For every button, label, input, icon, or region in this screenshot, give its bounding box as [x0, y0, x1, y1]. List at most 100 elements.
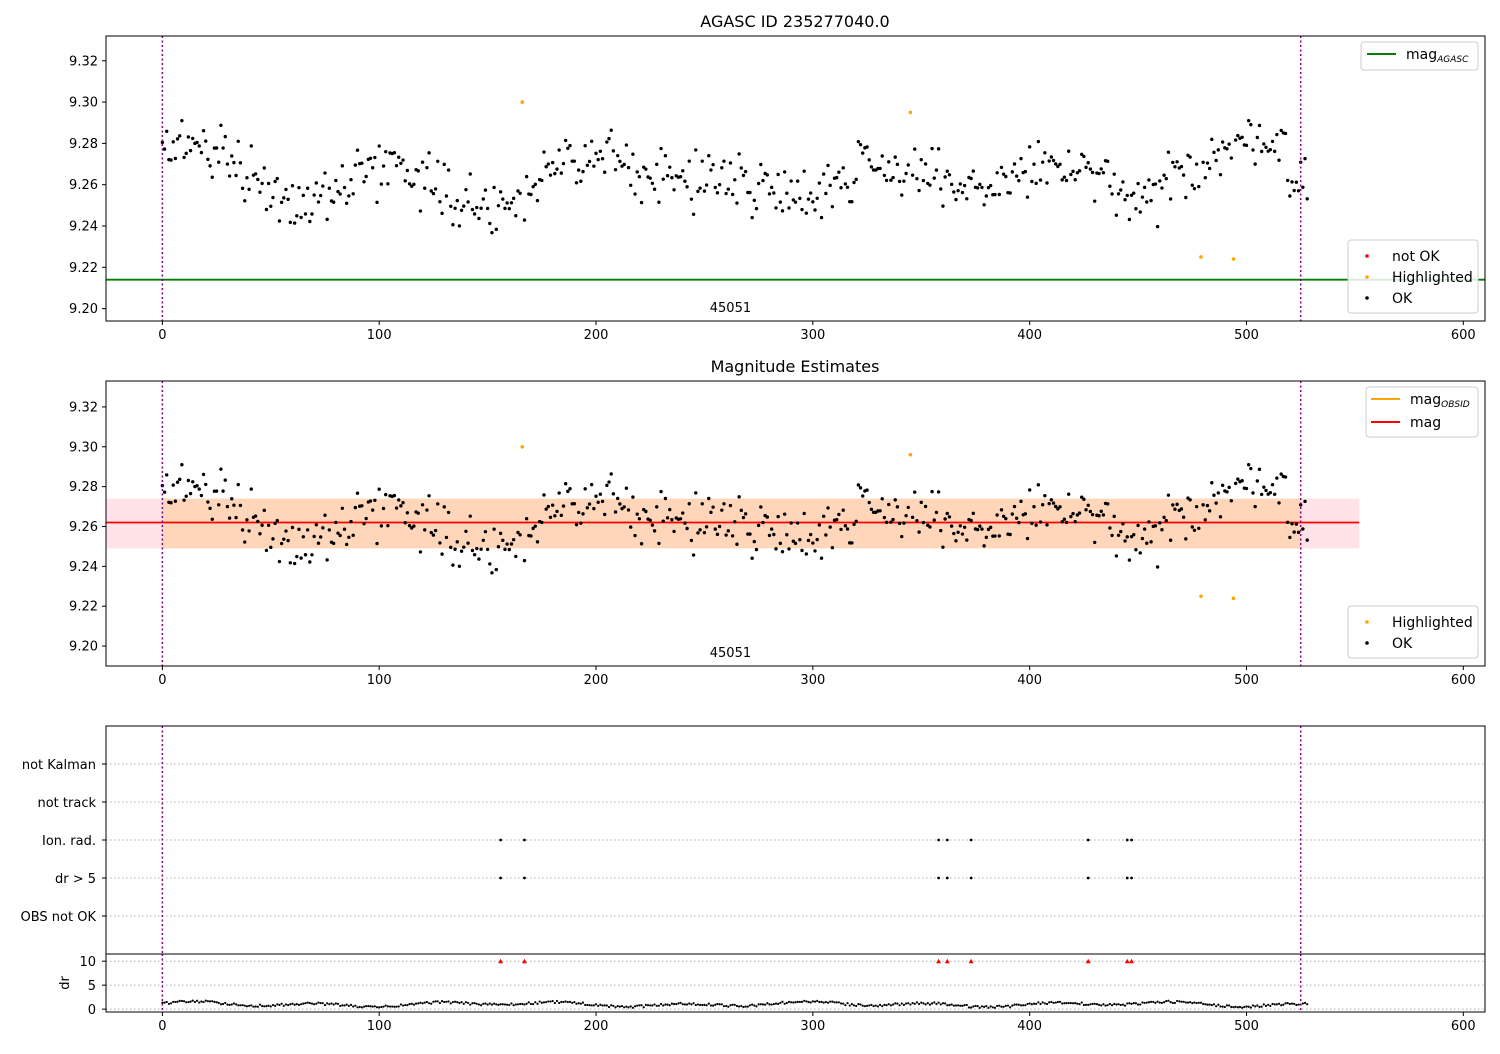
dr-point: [803, 999, 806, 1002]
panel1-ok-point: [221, 146, 225, 150]
dr-point: [1022, 1004, 1025, 1007]
dr-point: [1078, 1003, 1081, 1006]
panel1-ok-point: [837, 170, 841, 174]
panel1-ok-point: [661, 177, 665, 181]
panel2-xtick-label: 0: [158, 673, 166, 688]
panel2-legend-mean-label: mag: [1410, 415, 1441, 431]
panel2-ok-point: [932, 518, 936, 522]
dr-point: [607, 1005, 611, 1009]
panel1-ok-point: [557, 148, 561, 152]
dr-point: [471, 1002, 474, 1005]
panel2-ok-point: [722, 502, 726, 506]
panel1-ok-point: [559, 171, 564, 175]
dr-point: [421, 1002, 424, 1005]
panel1-ok-point: [787, 206, 791, 210]
panel1-ok-point: [1229, 156, 1234, 160]
panel1-ok-point: [470, 207, 475, 212]
dr-point: [193, 1000, 196, 1004]
dr-point: [865, 1004, 869, 1007]
panel2-ok-point: [282, 537, 286, 541]
panel1-ok-point: [498, 190, 503, 194]
panel1-ok-point: [563, 138, 568, 143]
panel2-ok-point: [934, 510, 939, 515]
panel2-ok-point: [173, 499, 178, 503]
dr-point: [998, 1004, 1001, 1007]
dr-point: [1275, 1003, 1278, 1006]
panel2-ok-point: [1056, 507, 1060, 511]
panel1-ok-point: [711, 162, 715, 167]
panel2-ok-point: [342, 527, 347, 531]
panel2-ok-point: [1049, 498, 1054, 502]
panel2-ok-point: [529, 534, 533, 538]
panel1-ok-point: [423, 186, 427, 190]
dr-point: [228, 1003, 231, 1006]
dr-xtick-label: 400: [1017, 1019, 1042, 1034]
panel2-ok-point: [217, 503, 221, 507]
panel1-ok-point: [1292, 188, 1296, 193]
panel2-ok-point: [429, 530, 433, 535]
dr-point: [1277, 1002, 1281, 1005]
panel2-ok-point: [234, 515, 238, 520]
panel1-ok-point: [1181, 173, 1186, 177]
panel1-ok-point: [574, 181, 579, 185]
dr-point: [957, 1004, 960, 1007]
dr-point: [274, 1004, 277, 1007]
panel1-ok-point: [921, 178, 926, 183]
panel1-ok-point: [637, 175, 642, 179]
dr-point: [297, 1003, 301, 1006]
panel1-ok-point: [1173, 165, 1177, 169]
panel1-ok-point: [394, 163, 399, 168]
dr-point: [326, 1002, 329, 1005]
panel2-ok-point: [815, 537, 819, 542]
dr-point: [902, 1003, 906, 1006]
panel2-ok-point: [472, 553, 477, 557]
panel2-ok-point: [913, 490, 917, 494]
panel1-ok-point: [930, 146, 934, 151]
panel1-ok-point: [256, 177, 260, 182]
dr-point: [284, 1003, 288, 1006]
panel2-ok-point: [665, 516, 670, 520]
panel2-ok-point: [756, 523, 761, 528]
panel2-ok-point: [438, 541, 442, 545]
dr-point: [349, 1003, 353, 1006]
panel2-ok-point: [344, 542, 349, 547]
dr-point: [276, 1003, 279, 1006]
dr-point: [800, 1000, 804, 1003]
dr-point: [482, 1002, 485, 1005]
panel2-ok-point: [1017, 520, 1021, 525]
dr-point: [317, 1001, 320, 1004]
panel2-ok-point: [592, 506, 596, 511]
dr-point: [1134, 1002, 1138, 1005]
panel1-ok-point: [834, 175, 839, 180]
dr-point: [703, 1003, 706, 1006]
dr-point: [1039, 1002, 1042, 1006]
panel1-ok-point: [219, 123, 223, 127]
dr-point: [720, 1003, 723, 1006]
panel1-ok-point: [1069, 172, 1073, 177]
dr-point: [1058, 1000, 1062, 1003]
dr-point: [690, 1003, 693, 1006]
dr-point: [718, 1003, 721, 1006]
panel2-ok-point: [201, 472, 206, 477]
panel1-ok-point: [1160, 186, 1164, 190]
panel2-mean-band: [106, 498, 1360, 549]
panel1-ok-point: [197, 144, 201, 148]
panel1-ok-point: [1264, 145, 1268, 150]
panel1-xtick-label: 400: [1017, 328, 1042, 343]
dr-point: [499, 1003, 502, 1006]
panel1-ok-point: [362, 180, 366, 184]
panel2-ok-point: [828, 525, 832, 529]
dr-point: [638, 1004, 641, 1007]
panel2-ok-point: [889, 520, 893, 524]
panel1-ok-point: [923, 162, 928, 166]
dr-point: [1113, 1002, 1116, 1006]
panel2-ok-point: [1145, 541, 1149, 545]
panel1-legend-label: OK: [1392, 291, 1413, 307]
panel2-ok-point: [230, 497, 234, 501]
dr-point: [987, 1006, 990, 1009]
panel2-ok-point: [943, 517, 947, 521]
dr-point: [1136, 1003, 1140, 1006]
dr-point: [399, 1003, 402, 1006]
dr-point: [729, 1004, 732, 1007]
dr-point: [180, 999, 183, 1003]
